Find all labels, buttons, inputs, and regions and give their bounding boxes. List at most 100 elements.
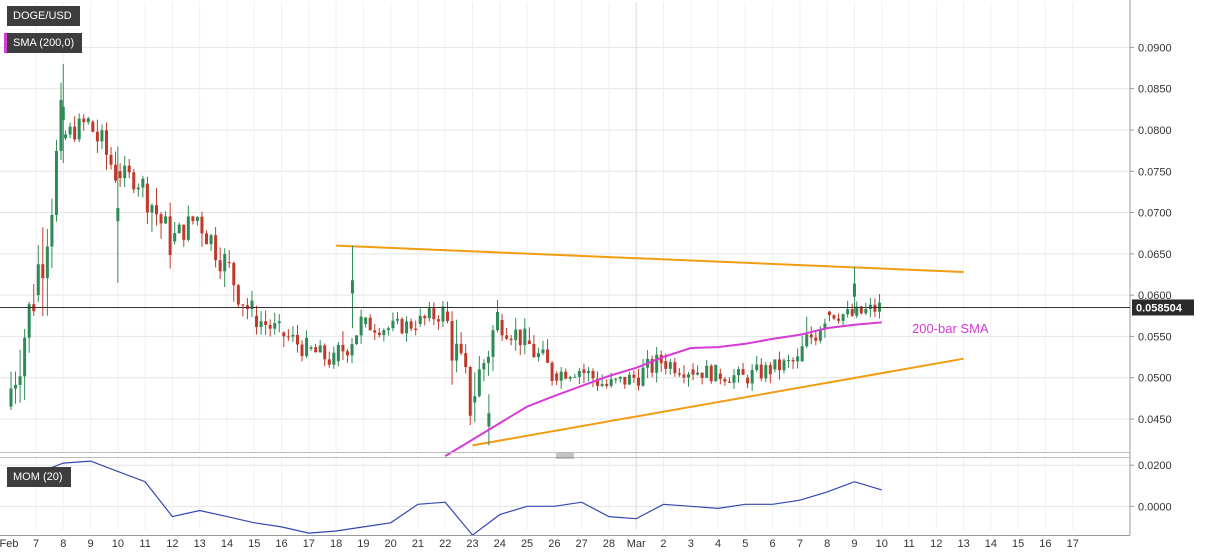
candle-body: [800, 346, 804, 362]
price-ytick-label: 0.0800: [1138, 125, 1172, 137]
candle-body: [523, 328, 527, 346]
candle-body: [614, 378, 618, 380]
legend-symbol: DOGE/USD: [4, 6, 80, 26]
candle-body: [868, 304, 872, 310]
candle-body: [864, 309, 868, 314]
x-tick-label: 27: [576, 538, 588, 550]
candle-body: [605, 384, 609, 387]
legend-sma-text: SMA (200,0): [13, 37, 75, 49]
candle-body: [741, 369, 745, 375]
candle-body: [27, 304, 31, 338]
candle-body: [677, 373, 681, 375]
candle-body: [132, 172, 136, 190]
price-ytick-label: 0.0450: [1138, 414, 1172, 426]
candle-body: [446, 311, 450, 322]
candle-body: [782, 360, 786, 371]
candle-body: [118, 171, 122, 179]
candle-body: [355, 335, 359, 345]
candle-body: [691, 369, 695, 375]
x-tick-label: 26: [548, 538, 560, 550]
candle-body: [250, 300, 254, 310]
price-ytick-label: 0.0600: [1138, 290, 1172, 302]
candle-body: [773, 359, 777, 370]
candle-body: [154, 205, 158, 215]
candle-body: [696, 372, 700, 375]
candle-body: [750, 369, 754, 384]
candle-body: [527, 340, 531, 344]
candle-body: [95, 131, 99, 142]
candle-body: [550, 362, 554, 381]
mom-ytick-label: 0.0200: [1138, 460, 1172, 472]
x-tick-label: 11: [139, 538, 150, 550]
x-tick-label: 17: [303, 538, 315, 550]
candle-body: [573, 376, 577, 378]
candle-body: [586, 371, 590, 374]
candle-body: [841, 314, 845, 321]
candle-body: [850, 309, 854, 316]
candle-body: [332, 352, 336, 365]
candle-body: [214, 235, 218, 261]
price-ytick-label: 0.0500: [1138, 373, 1172, 385]
candle-body: [832, 315, 836, 319]
price-ytick-label: 0.0650: [1138, 249, 1172, 261]
x-tick-label: 23: [466, 538, 478, 550]
candlestick-series: [9, 63, 881, 446]
candle-body: [159, 214, 163, 224]
candle-body: [255, 315, 259, 328]
candle-body: [259, 321, 263, 328]
candle-body: [464, 353, 468, 368]
candle-body: [714, 364, 718, 382]
candle-body: [809, 334, 813, 338]
x-tick-label: 25: [521, 538, 533, 550]
candle-body: [145, 183, 149, 213]
price-ytick-label: 0.0750: [1138, 166, 1172, 178]
candle-body: [441, 306, 445, 322]
x-tick-label: 21: [412, 538, 424, 550]
candle-body: [305, 337, 309, 357]
candle-body: [541, 349, 545, 354]
candle-body: [395, 318, 399, 321]
candle-body: [232, 262, 236, 286]
candle-body: [664, 361, 668, 369]
candle-body: [855, 306, 859, 316]
candle-body: [218, 260, 222, 272]
candle-body: [532, 343, 536, 358]
candle-body: [852, 283, 856, 297]
x-tick-label: 13: [194, 538, 206, 550]
candle-body: [487, 413, 491, 427]
axis-labels: 0.0900 0.0850 0.0800 0.0750 0.0700 0.0650 0.06…: [0, 42, 1183, 550]
candle-body: [77, 118, 81, 140]
sma-200-line: [444, 321, 882, 457]
last-price-label: 0.058504: [1136, 302, 1183, 314]
candle-body: [114, 164, 118, 181]
candle-body: [768, 365, 772, 375]
x-tick-label: 8: [60, 538, 66, 550]
candle-body: [18, 376, 22, 385]
x-tick-label: 16: [275, 538, 287, 550]
candle-body: [164, 216, 168, 224]
candle-body: [45, 246, 49, 279]
candle-body: [787, 360, 791, 362]
candle-body: [641, 367, 645, 386]
candle-body: [291, 334, 295, 337]
candle-body: [577, 370, 581, 377]
candle-body: [591, 371, 595, 379]
candle-body: [327, 359, 331, 365]
candle-body: [350, 344, 354, 356]
price-ytick-label: 0.0700: [1138, 208, 1172, 220]
candle-body: [14, 384, 18, 389]
momentum-series: [8, 460, 882, 536]
x-tick-label: 9: [851, 538, 857, 550]
x-tick-label: 8: [824, 538, 830, 550]
candle-body: [123, 165, 127, 179]
candle-body: [818, 329, 822, 341]
candle-body: [718, 373, 722, 380]
candle-body: [82, 118, 86, 123]
candle-body: [409, 321, 413, 329]
x-tick-label: 28: [603, 538, 615, 550]
candle-body: [295, 334, 299, 345]
candle-body: [91, 121, 95, 132]
candle-body: [596, 378, 600, 386]
candle-body: [300, 344, 304, 357]
candle-body: [568, 377, 572, 379]
